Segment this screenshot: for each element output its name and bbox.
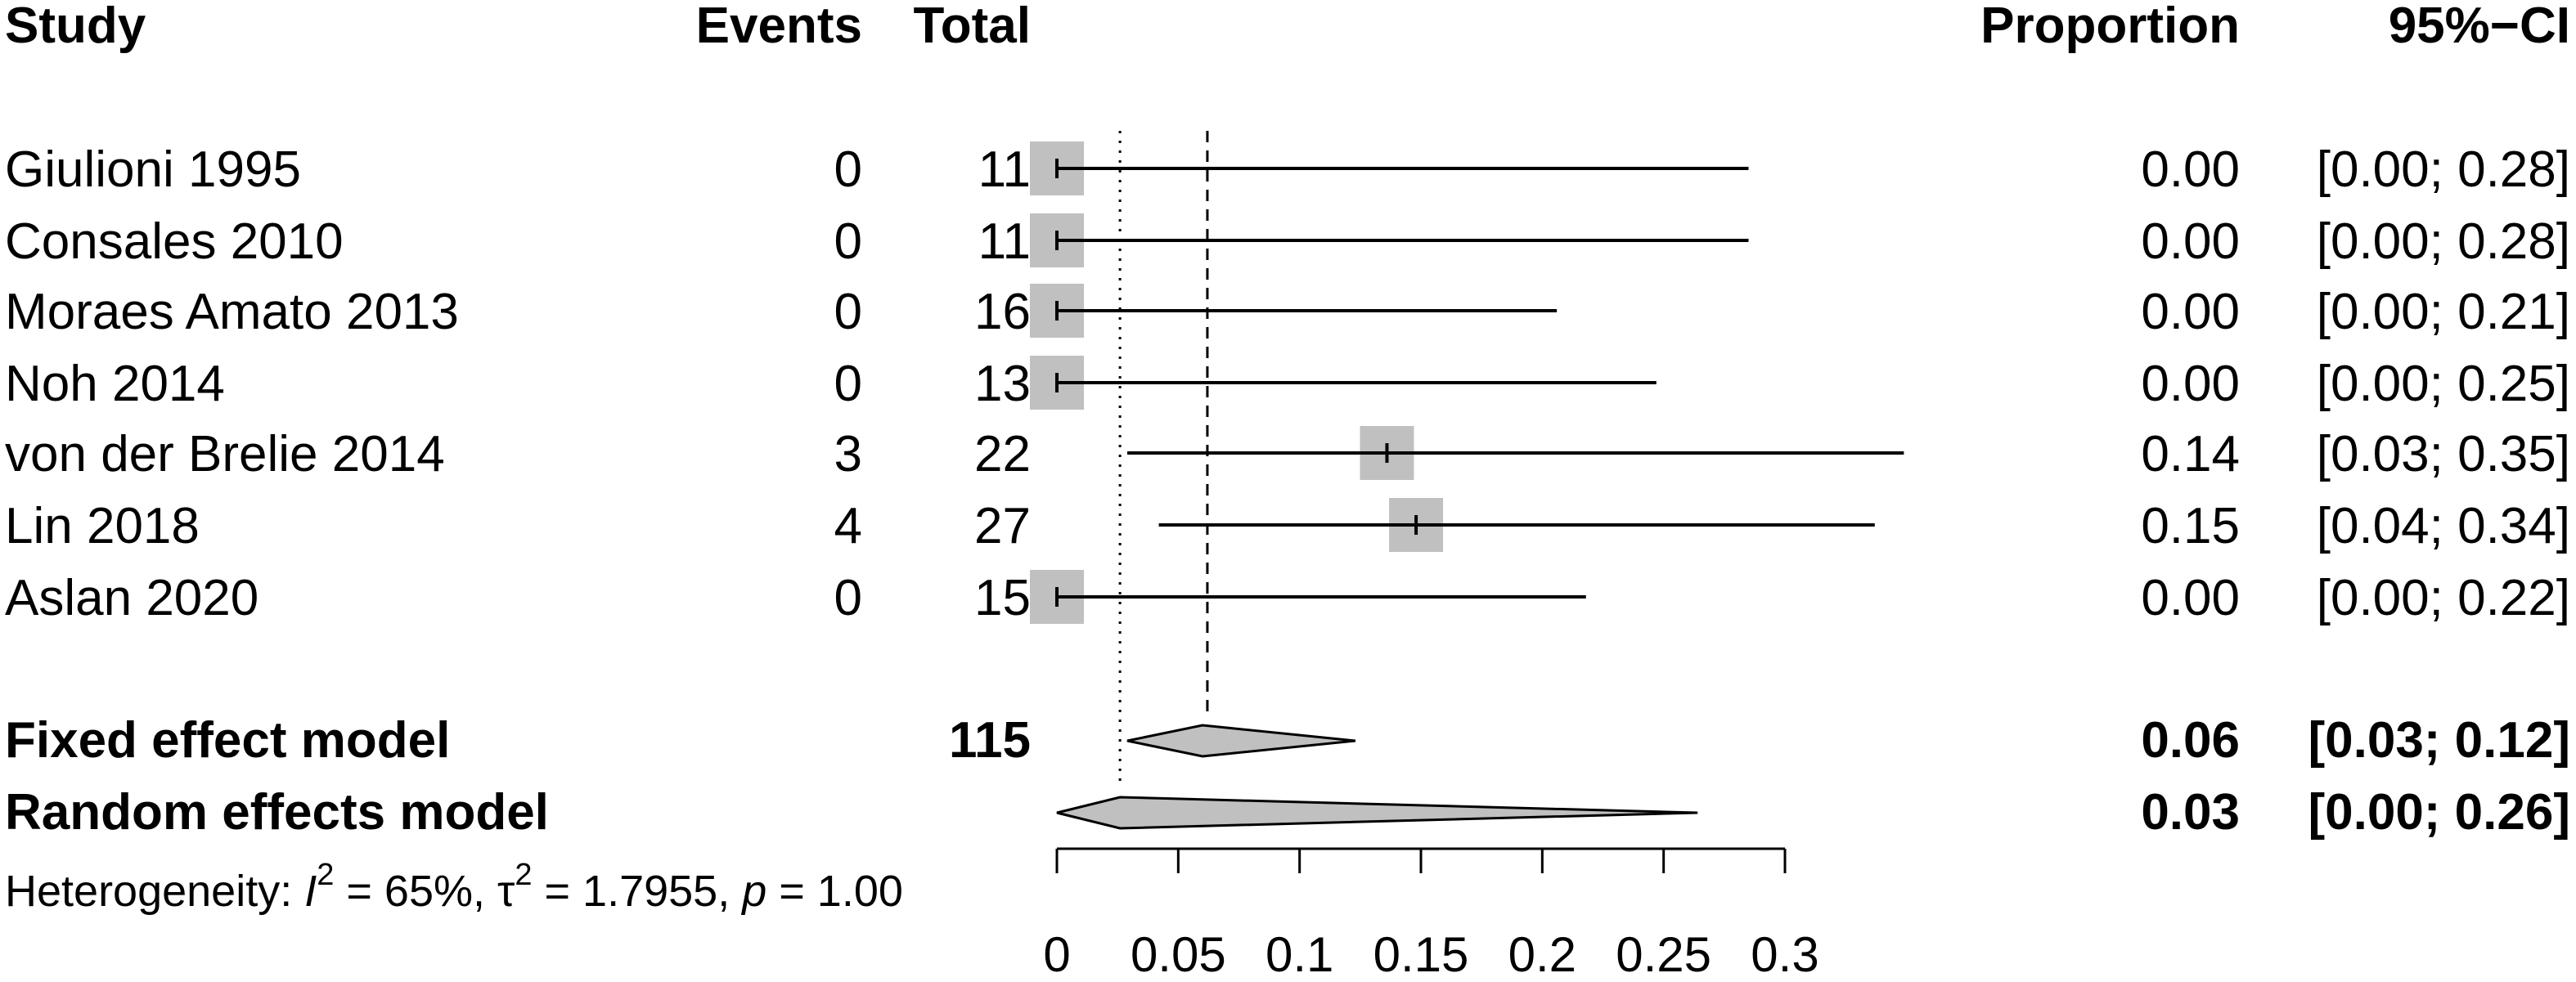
study-ci: [0.03; 0.35] xyxy=(2317,426,2570,482)
study-events: 0 xyxy=(834,356,862,412)
study-ci: [0.04; 0.34] xyxy=(2317,498,2570,554)
study-name: von der Brelie 2014 xyxy=(5,426,445,482)
het-i-superscript: 2 xyxy=(317,858,334,892)
study-ci: [0.00; 0.21] xyxy=(2317,284,2570,340)
het-p-value: = 1.00 xyxy=(767,867,903,916)
study-ci: [0.00; 0.22] xyxy=(2317,570,2570,626)
study-row: Moraes Amato 2013 0 16 0.00 [0.00; 0.21] xyxy=(5,284,2570,340)
study-total: 27 xyxy=(974,498,1031,554)
x-axis-tick-label: 0.05 xyxy=(1131,927,1226,982)
study-events: 4 xyxy=(834,498,862,554)
header-study: Study xyxy=(5,0,146,54)
random-effects-diamond xyxy=(1056,796,1698,830)
study-events: 0 xyxy=(834,141,862,198)
study-ci: [0.00; 0.28] xyxy=(2317,213,2570,270)
het-p-symbol: p xyxy=(740,867,767,916)
study-name: Lin 2018 xyxy=(5,498,200,554)
het-i-symbol: I xyxy=(304,867,317,916)
het-tau-symbol: τ xyxy=(497,867,515,916)
study-proportion: 0.00 xyxy=(2141,570,2240,626)
heterogeneity-text: Heterogeneity: I2 = 65%, τ2 = 1.7955, p … xyxy=(5,858,903,916)
study-row: von der Brelie 2014 3 22 0.14 [0.03; 0.3… xyxy=(5,426,2570,482)
study-total: 11 xyxy=(978,141,1031,198)
study-row: Lin 2018 4 27 0.15 [0.04; 0.34] xyxy=(5,498,2570,554)
random-effects-proportion: 0.03 xyxy=(2141,784,2240,841)
fixed-effect-diamond xyxy=(1126,724,1356,758)
random-effects-row: Random effects model 0.03 [0.00; 0.26] xyxy=(5,784,2570,841)
study-name: Aslan 2020 xyxy=(5,570,258,626)
fixed-effect-label: Fixed effect model xyxy=(5,712,450,769)
study-proportion: 0.15 xyxy=(2141,498,2240,554)
study-row: Noh 2014 0 13 0.00 [0.00; 0.25] xyxy=(5,356,2570,412)
header-ci: 95%−CI xyxy=(2389,0,2570,54)
het-tau-superscript: 2 xyxy=(515,858,532,892)
study-events: 0 xyxy=(834,213,862,270)
study-proportion: 0.00 xyxy=(2141,141,2240,198)
study-name: Noh 2014 xyxy=(5,356,225,412)
fixed-effect-ci: [0.03; 0.12] xyxy=(2308,712,2570,769)
header-events: Events xyxy=(696,0,862,54)
study-ci: [0.00; 0.25] xyxy=(2317,356,2570,412)
study-ci: [0.00; 0.28] xyxy=(2317,141,2570,198)
study-events: 0 xyxy=(834,284,862,340)
study-total: 22 xyxy=(974,426,1031,482)
study-proportion: 0.00 xyxy=(2141,356,2240,412)
fixed-effect-total: 115 xyxy=(949,712,1031,769)
header-proportion: Proportion xyxy=(1980,0,2240,54)
x-axis-tick-label: 0 xyxy=(1043,927,1070,982)
header-total: Total xyxy=(914,0,1032,54)
fixed-effect-row: Fixed effect model 115 0.06 [0.03; 0.12] xyxy=(5,712,2570,769)
fixed-effect-proportion: 0.06 xyxy=(2141,712,2240,769)
x-axis-tick-label: 0.2 xyxy=(1508,927,1576,982)
x-axis-tick-label: 0.15 xyxy=(1373,927,1469,982)
x-axis-tick-label: 0.3 xyxy=(1751,927,1818,982)
study-total: 16 xyxy=(974,284,1031,340)
forest-marks: 0 0.05 0.1 0.15 0.2 0.25 0.3 xyxy=(1030,131,1904,982)
study-name: Consales 2010 xyxy=(5,213,344,270)
het-prefix: Heterogeneity: xyxy=(5,867,304,916)
study-proportion: 0.00 xyxy=(2141,213,2240,270)
study-name: Moraes Amato 2013 xyxy=(5,284,459,340)
study-proportion: 0.14 xyxy=(2141,426,2240,482)
x-axis-tick-label: 0.25 xyxy=(1616,927,1711,982)
x-axis-tick-label: 0.1 xyxy=(1266,927,1333,982)
study-total: 13 xyxy=(974,356,1031,412)
het-i-value: = 65%, xyxy=(334,867,497,916)
study-proportion: 0.00 xyxy=(2141,284,2240,340)
study-row: Giulioni 1995 0 11 0.00 [0.00; 0.28] xyxy=(5,141,2570,198)
random-effects-label: Random effects model xyxy=(5,784,549,841)
study-total: 11 xyxy=(978,213,1031,270)
random-effects-ci: [0.00; 0.26] xyxy=(2308,784,2570,841)
study-row: Consales 2010 0 11 0.00 [0.00; 0.28] xyxy=(5,213,2570,270)
study-events: 3 xyxy=(834,426,862,482)
het-tau-value: = 1.7955, xyxy=(533,867,743,916)
study-row: Aslan 2020 0 15 0.00 [0.00; 0.22] xyxy=(5,570,2570,626)
study-events: 0 xyxy=(834,570,862,626)
study-name: Giulioni 1995 xyxy=(5,141,301,198)
study-total: 15 xyxy=(974,570,1031,626)
